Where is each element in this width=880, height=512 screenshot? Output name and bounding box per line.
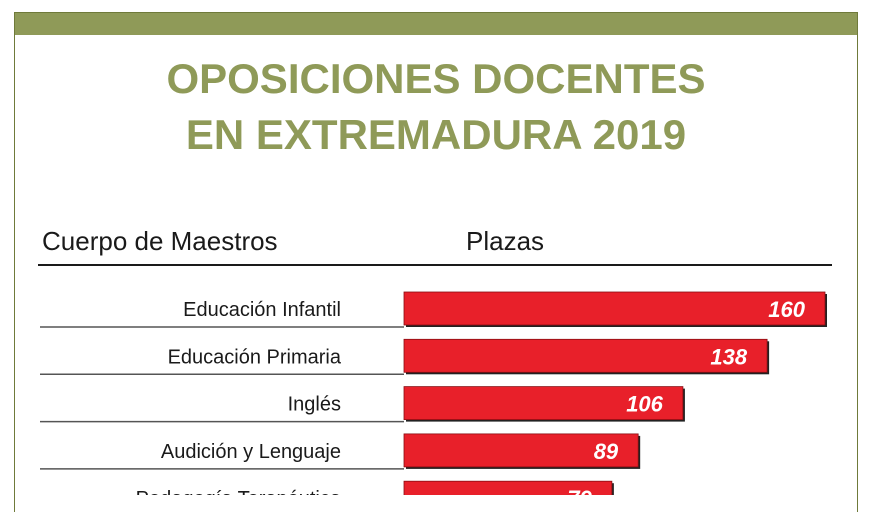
- category-label: Pedagogía Terapéutica: [136, 488, 342, 495]
- category-column-header: Cuerpo de Maestros: [42, 226, 278, 256]
- bar: [403, 338, 768, 373]
- data-label: 138: [710, 344, 747, 369]
- title-line-2: EN EXTREMADURA 2019: [185, 111, 687, 158]
- infographic-frame: [14, 12, 858, 512]
- bar-chart: Educación Infantil 160 Educación Primaria 1…: [40, 291, 827, 495]
- category-label: Audición y Lenguaje: [161, 441, 341, 463]
- data-label: 160: [768, 297, 805, 322]
- header-divider: [38, 264, 832, 266]
- bar: [403, 386, 684, 421]
- data-label: 89: [594, 439, 619, 464]
- data-label: 106: [626, 392, 663, 417]
- bar: [403, 480, 613, 495]
- value-column-header: Plazas: [466, 226, 545, 256]
- title-line-1: OPOSICIONES DOCENTES: [166, 55, 706, 102]
- data-label: 79: [567, 486, 592, 495]
- bar: [403, 433, 639, 468]
- category-label: Inglés: [288, 394, 341, 416]
- top-accent-bar: [14, 12, 858, 35]
- category-label: Educación Infantil: [183, 299, 341, 321]
- category-label: Educación Primaria: [168, 346, 342, 368]
- bar: [403, 291, 826, 326]
